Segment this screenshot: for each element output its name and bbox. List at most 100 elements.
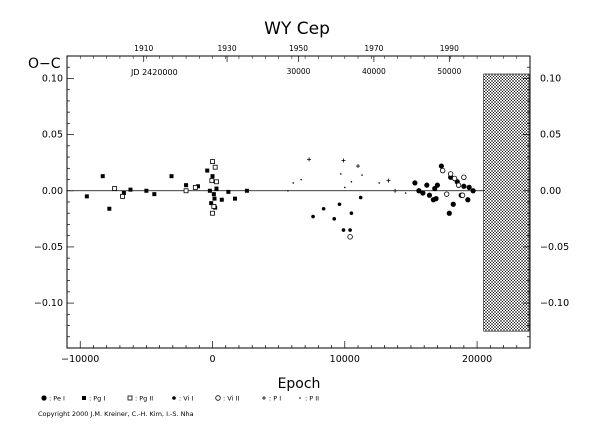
top-year-label: 1990 <box>440 44 459 53</box>
legend-label: : Vi I <box>179 395 193 403</box>
plot-frame <box>66 55 531 349</box>
data-point-filled-square <box>244 188 249 193</box>
data-point-filled-square <box>226 189 231 194</box>
data-point-small-dot <box>361 174 363 176</box>
legend-label: : Vi II <box>223 395 239 403</box>
legend-label: : Pg I <box>89 395 105 403</box>
data-point-filled-square <box>169 174 174 179</box>
data-point-open-square <box>210 159 215 164</box>
data-point-small-dot <box>350 180 353 183</box>
data-point-open-square <box>192 184 198 190</box>
data-point-filled-circle <box>450 201 456 207</box>
legend-label: : Pe I <box>49 395 65 403</box>
data-point-small-dot <box>404 192 407 194</box>
data-point-filled-square <box>211 192 216 197</box>
data-point-filled-square <box>121 191 126 196</box>
x-tick-label: 10000 <box>330 354 360 365</box>
data-point-plus <box>307 157 312 162</box>
data-point-filled-square <box>152 192 157 197</box>
y-tick-label-left: 0.00 <box>42 186 63 197</box>
chart-title: WY Cep <box>264 19 330 39</box>
y-tick-label-right: −0.10 <box>540 298 569 309</box>
top-jd-label: 40000 <box>362 67 386 76</box>
data-point-small-dot <box>378 182 380 184</box>
data-point-plus <box>386 178 391 183</box>
x-tick-label: −10000 <box>61 354 99 365</box>
y-tick-label-left: 0.10 <box>42 73 63 84</box>
data-point-plus <box>341 158 346 163</box>
top-year-label: 1910 <box>134 44 153 53</box>
data-point-small-filled-circle <box>349 211 354 216</box>
data-point-small-filled-circle <box>337 202 342 207</box>
data-point-small-dot <box>292 182 295 184</box>
data-point-open-square <box>211 204 217 209</box>
data-point-filled-square <box>219 197 224 202</box>
top-jd-label: 30000 <box>287 67 311 76</box>
data-point-filled-square <box>107 206 112 211</box>
y-tick-label-right: 0.10 <box>540 73 561 84</box>
data-point-small-dot <box>344 186 346 189</box>
data-point-filled-circle <box>446 210 452 216</box>
legend-label: : P II <box>305 395 319 403</box>
data-point-filled-circle <box>466 184 472 190</box>
data-point-open-circle <box>439 167 446 174</box>
data-point-open-circle <box>455 182 462 188</box>
data-point-small-filled-circle <box>332 217 337 221</box>
data-point-filled-square <box>184 183 189 188</box>
data-point-plus <box>356 164 361 169</box>
data-point-filled-square <box>128 187 133 192</box>
data-points-layer <box>84 157 476 240</box>
data-point-filled-circle <box>424 182 430 188</box>
data-point-filled-square <box>233 196 238 201</box>
data-point-open-circle <box>347 234 353 240</box>
legend-marker <box>127 395 133 401</box>
data-point-open-square <box>212 164 218 170</box>
data-point-open-circle <box>447 171 454 177</box>
data-point-open-square <box>210 210 215 216</box>
y-tick-label-right: 0.05 <box>540 130 561 141</box>
data-point-small-dot <box>340 173 342 175</box>
data-point-filled-circle <box>426 192 433 198</box>
data-point-small-filled-circle <box>321 206 326 211</box>
data-point-filled-circle <box>412 180 418 186</box>
data-point-open-circle <box>461 174 467 180</box>
data-point-filled-square <box>205 168 210 173</box>
legend-marker <box>262 396 266 400</box>
data-point-filled-circle <box>416 188 422 194</box>
x-tick-label: 20000 <box>462 354 492 365</box>
y-axis-label: O−C <box>28 56 61 72</box>
data-point-filled-square <box>144 188 149 193</box>
legend-marker <box>215 395 221 401</box>
y-tick-label-left: −0.10 <box>34 298 63 309</box>
y-tick-label-right: −0.05 <box>540 242 569 253</box>
data-point-open-circle <box>443 191 450 197</box>
data-point-filled-circle <box>461 183 467 189</box>
data-point-filled-square <box>210 174 215 179</box>
legend-label: : Pg II <box>135 395 153 403</box>
data-point-open-square <box>112 186 118 191</box>
legend: : Pe I : Pg I : Pg II : Vi I : Vi II : P I : P… <box>41 395 319 403</box>
data-point-small-dot <box>287 189 289 192</box>
data-point-filled-circle <box>470 188 476 194</box>
data-point-small-filled-circle <box>348 228 352 232</box>
top-jd-prefix: JD 2420000 <box>130 68 178 77</box>
data-point-open-square <box>209 178 215 184</box>
data-point-small-filled-circle <box>341 228 346 232</box>
data-point-filled-square <box>214 186 219 191</box>
data-point-filled-square <box>207 188 212 193</box>
copyright-text: Copyright 2000 J.M. Kreiner, C.-H. Kim, … <box>38 410 194 418</box>
data-point-filled-square <box>195 184 200 189</box>
data-point-filled-square <box>212 196 217 201</box>
legend-marker <box>82 396 86 400</box>
data-point-open-circle <box>459 192 466 198</box>
data-point-small-filled-circle <box>311 214 315 219</box>
data-point-filled-circle <box>434 182 440 188</box>
legend-label: : P I <box>269 395 281 403</box>
data-point-filled-square <box>84 194 89 199</box>
data-point-filled-circle <box>465 197 471 203</box>
y-tick-label-left: −0.05 <box>34 242 63 253</box>
data-point-open-square <box>183 188 189 194</box>
top-jd-label: 50000 <box>437 67 461 76</box>
legend-marker <box>299 397 301 399</box>
